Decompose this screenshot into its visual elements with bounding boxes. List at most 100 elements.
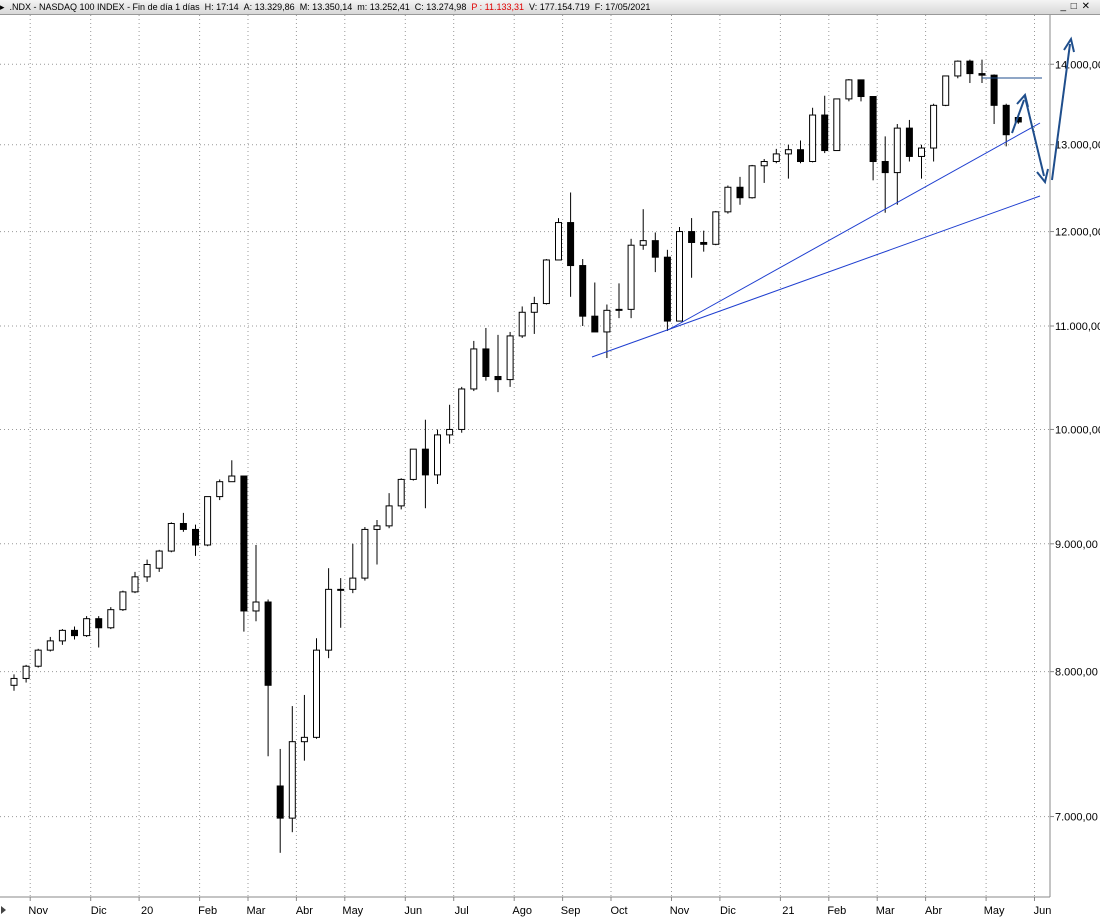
candle-body bbox=[264, 601, 272, 686]
candle-body bbox=[131, 576, 139, 593]
candle-body bbox=[700, 241, 708, 245]
candle-body bbox=[736, 186, 744, 199]
candle-body bbox=[954, 60, 962, 77]
x-tick-label: Dic bbox=[720, 905, 736, 917]
header-field: .NDX - NASDAQ 100 INDEX - Fin de día 1 d… bbox=[9, 2, 200, 12]
candle-body bbox=[542, 259, 550, 305]
candle-body bbox=[313, 649, 320, 738]
candle-body bbox=[95, 618, 103, 629]
candle-body bbox=[458, 388, 466, 430]
header-field: M: 13.350,14 bbox=[299, 2, 353, 12]
candle-body bbox=[46, 640, 54, 651]
scroll-arrow[interactable] bbox=[1, 906, 6, 914]
x-tick-label: Sep bbox=[561, 905, 581, 917]
candle-body bbox=[918, 147, 925, 157]
candle-body bbox=[881, 161, 889, 174]
candle-body bbox=[276, 785, 284, 819]
candle-body bbox=[155, 550, 163, 569]
candle-body bbox=[797, 149, 804, 163]
y-tick-label: 10.000,00 bbox=[1055, 424, 1100, 436]
candle-body bbox=[373, 525, 381, 530]
candle-body bbox=[978, 73, 986, 76]
candle-body bbox=[893, 127, 901, 174]
candle-body bbox=[651, 240, 659, 258]
candle-body bbox=[784, 149, 792, 155]
arrow bbox=[1051, 43, 1071, 181]
header-field: H: 17:14 bbox=[204, 2, 239, 12]
candle-body bbox=[676, 231, 683, 322]
candle-body bbox=[192, 528, 199, 546]
x-tick-label: Oct bbox=[610, 905, 627, 917]
candle-body bbox=[34, 649, 42, 667]
candle-body bbox=[966, 60, 974, 75]
x-tick-label: Feb bbox=[198, 905, 217, 917]
candle-body bbox=[83, 618, 91, 637]
candle-body bbox=[724, 186, 732, 213]
candle-body bbox=[615, 308, 623, 311]
header-field: C: 13.274,98 bbox=[414, 2, 467, 12]
arrow bbox=[1024, 96, 1045, 177]
x-tick-label: Mar bbox=[247, 905, 266, 917]
candle-body bbox=[71, 629, 78, 637]
candle-body bbox=[942, 75, 950, 106]
candle-body bbox=[349, 577, 357, 590]
candle-body bbox=[688, 231, 696, 243]
candle-body bbox=[325, 588, 333, 651]
x-tick-label: Jun bbox=[404, 905, 422, 917]
candle-body bbox=[627, 244, 635, 310]
candle-body bbox=[530, 303, 538, 313]
candle-body bbox=[845, 79, 853, 100]
candle-body bbox=[470, 348, 478, 390]
candle-body bbox=[772, 153, 780, 163]
candle-body bbox=[22, 665, 30, 679]
x-tick-label: 20 bbox=[141, 905, 153, 917]
candle-body bbox=[748, 165, 756, 199]
candle-body bbox=[397, 478, 405, 507]
candle-body bbox=[821, 114, 829, 152]
drawings bbox=[591, 36, 1075, 358]
y-tick-label: 13.000,00 bbox=[1055, 140, 1100, 152]
candle-body bbox=[385, 505, 393, 527]
candle-body bbox=[300, 736, 308, 743]
candle-body bbox=[506, 335, 514, 381]
candle-body bbox=[107, 609, 115, 629]
candle-body bbox=[518, 311, 526, 337]
candle-body bbox=[663, 256, 671, 322]
x-tick-label: Dic bbox=[91, 905, 107, 917]
candle-body bbox=[10, 677, 18, 686]
x-tick-label: 21 bbox=[782, 905, 794, 917]
x-tick-label: Abr bbox=[925, 905, 942, 917]
y-tick-label: 9.000,00 bbox=[1055, 539, 1098, 551]
candle-body bbox=[240, 475, 248, 612]
candle-body bbox=[494, 375, 502, 381]
header-field: m: 13.252,41 bbox=[357, 2, 410, 12]
trend-line bbox=[591, 195, 1041, 358]
candle-body bbox=[857, 79, 865, 98]
title-bar: ▸ .NDX - NASDAQ 100 INDEX - Fin de día 1 … bbox=[0, 0, 1100, 15]
candle-body bbox=[361, 528, 369, 579]
x-tick-label: May bbox=[984, 905, 1005, 917]
candle-body bbox=[712, 211, 720, 245]
candle-body bbox=[409, 448, 417, 480]
candle-body bbox=[216, 481, 224, 498]
header-field: A: 13.329,86 bbox=[243, 2, 295, 12]
candle-body bbox=[833, 98, 841, 152]
candle-body bbox=[579, 265, 587, 317]
candle-body bbox=[228, 475, 236, 483]
x-tick-label: Nov bbox=[670, 905, 690, 917]
window-buttons[interactable]: _ □ ✕ bbox=[1060, 1, 1091, 12]
candle-body bbox=[990, 74, 998, 106]
candle-body bbox=[434, 434, 441, 476]
y-tick-label: 11.000,00 bbox=[1055, 321, 1100, 333]
header-field: P : 11.133,31 bbox=[471, 2, 525, 12]
arrow-head bbox=[1063, 36, 1075, 53]
candle-body bbox=[603, 309, 611, 333]
candle-body bbox=[288, 741, 296, 819]
candle-body bbox=[591, 315, 599, 333]
candle-body bbox=[555, 222, 562, 261]
x-tick-label: May bbox=[342, 905, 363, 917]
arrow bbox=[1011, 99, 1025, 134]
trend-line bbox=[667, 122, 1041, 331]
x-tick-label: Nov bbox=[28, 905, 48, 917]
